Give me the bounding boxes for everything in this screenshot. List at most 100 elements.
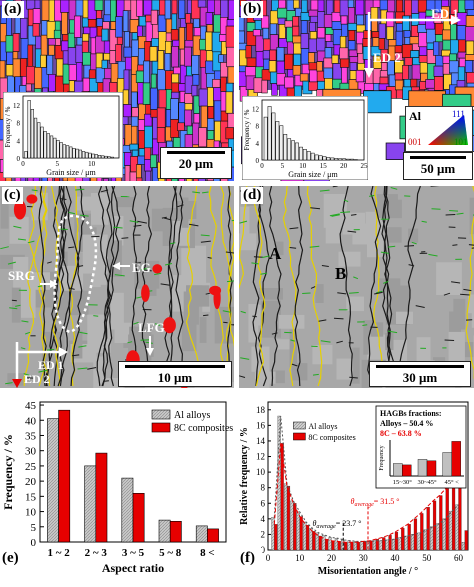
- subgrain-boundary: [127, 341, 133, 344]
- grain: [34, 0, 41, 9]
- inset-bar: [27, 100, 31, 159]
- grain: [299, 73, 309, 82]
- grain: [300, 33, 309, 49]
- inset-bar: [279, 125, 284, 161]
- bar-8c-composites: [286, 485, 291, 551]
- grain-shade: [352, 223, 373, 245]
- subgrain-boundary: [329, 213, 340, 217]
- xtick-label: 3 ~ 5: [122, 547, 145, 559]
- inset-bar: [75, 148, 79, 159]
- legend-swatch: [151, 422, 171, 433]
- subgrain-boundary: [87, 367, 97, 370]
- grain: [82, 17, 89, 28]
- subgrain-boundary: [353, 276, 359, 280]
- grain-shade: [11, 287, 21, 323]
- grain: [61, 12, 68, 35]
- bar-8c-composites: [458, 479, 462, 551]
- grain-shade: [408, 228, 419, 243]
- panel-label-e: (e): [2, 550, 19, 566]
- bar-8c-composites: [369, 540, 373, 551]
- grain: [308, 9, 319, 17]
- grain: [151, 0, 160, 11]
- grain: [466, 9, 474, 16]
- grain-shade: [471, 302, 474, 328]
- grain: [193, 113, 200, 124]
- grain-size-histogram-b: 0 4 8 12 0 5 10 15 20 25 Grain size / μm Frequency …: [242, 96, 368, 180]
- grain: [309, 21, 316, 32]
- grain: [164, 53, 171, 72]
- grain: [348, 30, 356, 41]
- subgrain-boundary: [205, 292, 211, 295]
- subgrain-boundary: [387, 330, 398, 334]
- subgrain-boundary: [390, 187, 398, 190]
- grain: [331, 54, 339, 64]
- subgrain-boundary: [428, 253, 438, 257]
- xtick-label: 5 ~ 8: [159, 547, 182, 559]
- panel-d: (d) A B 30 μm: [239, 186, 474, 388]
- ed2-label-c: ED 2: [24, 372, 50, 386]
- grain: [74, 15, 81, 38]
- bar-8c-composites: [407, 524, 411, 551]
- grain: [40, 54, 47, 68]
- grain: [284, 20, 293, 28]
- grain: [239, 16, 245, 32]
- subgrain-boundary: [471, 247, 474, 249]
- subgrain-boundary: [452, 244, 458, 246]
- hagb-bar-alloys: [442, 452, 452, 477]
- scale-bar-d: 30 μm: [369, 361, 471, 387]
- grain-shade: [352, 347, 360, 384]
- inset-bar: [326, 157, 331, 161]
- xtick-label: 1 ~ 2: [47, 547, 70, 559]
- grain: [284, 53, 294, 70]
- srg-region-outline: [53, 214, 98, 334]
- grain: [122, 116, 129, 125]
- grain: [316, 61, 323, 72]
- grain: [122, 10, 129, 32]
- bar-8c-composites: [445, 488, 449, 551]
- grain: [276, 47, 285, 62]
- bar-al-alloys: [398, 537, 402, 551]
- ytick-label: 25: [25, 461, 37, 473]
- grain: [308, 52, 315, 64]
- trend-line-alloys: [273, 415, 459, 542]
- subgrain-boundary: [37, 285, 43, 288]
- grain: [276, 60, 285, 74]
- grain: [12, 33, 20, 53]
- hagb-bar-composites: [402, 464, 412, 477]
- grain-shade: [387, 227, 402, 243]
- inset-bar: [350, 158, 354, 161]
- subgrain-boundary: [289, 227, 299, 230]
- grain: [317, 81, 326, 90]
- inset-bar: [283, 134, 288, 161]
- inset-bar: [43, 131, 47, 159]
- grain: [207, 130, 215, 140]
- ytick-label: 4: [261, 514, 266, 524]
- grain: [178, 27, 185, 50]
- subgrain-boundary: [261, 255, 270, 259]
- grain: [165, 40, 172, 54]
- grain: [278, 38, 288, 48]
- grain: [32, 23, 40, 37]
- grain: [278, 0, 287, 9]
- grain: [27, 44, 33, 67]
- legend-label: Al alloys: [174, 410, 210, 421]
- grain: [131, 116, 139, 127]
- grain-boundary-map-d: [239, 186, 474, 388]
- bar-al-alloys: [47, 418, 59, 543]
- grain: [271, 83, 278, 96]
- bar-8c-composites: [464, 530, 468, 551]
- grain-boundary: [339, 186, 353, 387]
- grain-shade: [181, 197, 189, 228]
- subgrain-boundary: [331, 214, 340, 217]
- grain: [184, 109, 192, 127]
- grain: [331, 12, 341, 22]
- hagb-inset-xtick: 30~45°: [417, 479, 437, 486]
- grain: [227, 113, 234, 129]
- bar-al-alloys: [417, 532, 421, 551]
- grain: [12, 51, 19, 60]
- grain: [292, 65, 301, 76]
- legend-swatch: [293, 421, 306, 430]
- subgrain-boundary: [337, 292, 347, 295]
- bar-al-alloys: [423, 529, 427, 551]
- inset-bar: [302, 149, 307, 161]
